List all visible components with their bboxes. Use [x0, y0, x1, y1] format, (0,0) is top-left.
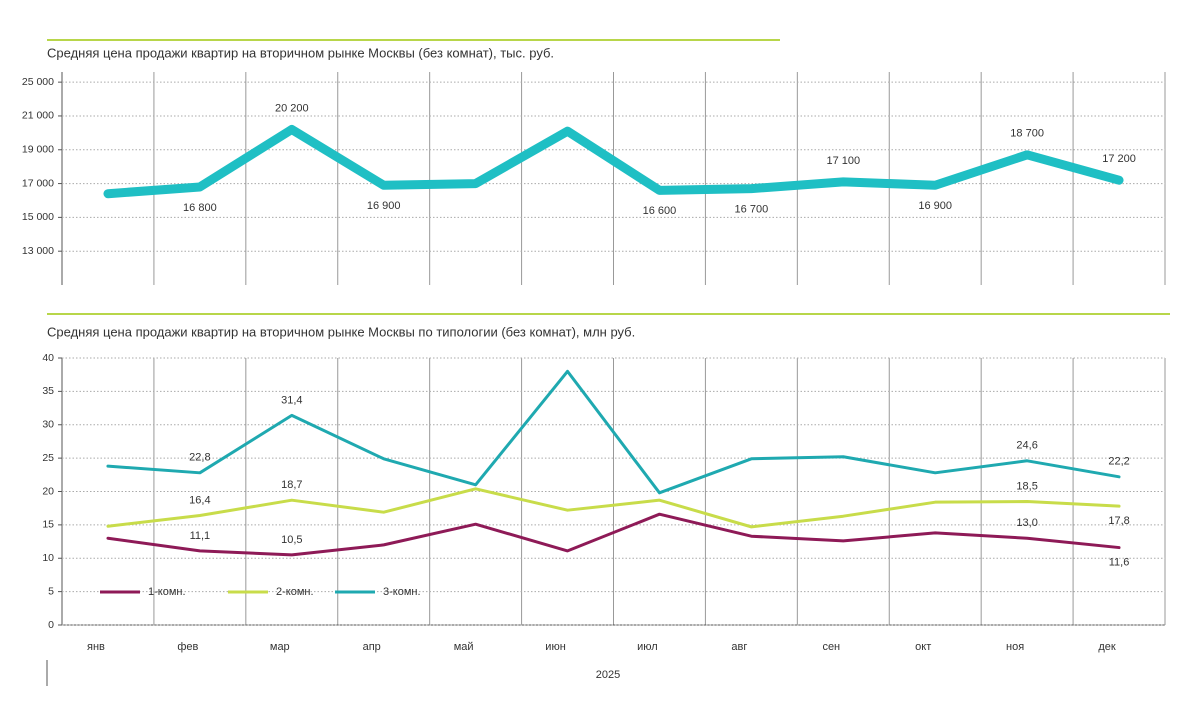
data-label: 17 200	[1102, 153, 1136, 165]
x-tick-label: апр	[363, 641, 381, 653]
data-label: 22,2	[1108, 456, 1129, 468]
data-label: 13,0	[1016, 517, 1037, 529]
y-tick-label: 25	[42, 452, 54, 464]
chart-title: Средняя цена продажи квартир на вторично…	[47, 324, 635, 339]
x-tick-label: окт	[915, 641, 931, 653]
y-tick-label: 0	[48, 619, 54, 631]
y-tick-label: 17 000	[22, 177, 54, 189]
data-label: 16 900	[367, 200, 401, 212]
x-tick-label: мар	[270, 641, 290, 653]
data-label: 22,8	[189, 452, 210, 464]
y-tick-label: 15 000	[22, 211, 54, 223]
x-axis-label: 2025	[596, 669, 620, 681]
y-tick-label: 13 000	[22, 245, 54, 257]
y-tick-label: 40	[42, 352, 54, 364]
x-tick-label: июл	[637, 641, 658, 653]
data-label: 11,1	[190, 530, 211, 542]
data-label: 18 700	[1010, 128, 1044, 140]
legend-label: 3-комн.	[383, 586, 421, 598]
y-tick-label: 20	[42, 485, 54, 497]
series-line	[103, 124, 1124, 199]
y-tick-label: 15	[42, 519, 54, 531]
y-tick-label: 25 000	[22, 76, 54, 88]
x-tick-label: июн	[545, 641, 565, 653]
data-label: 20 200	[275, 102, 309, 114]
y-tick-label: 19 000	[22, 144, 54, 156]
data-label: 11,6	[1109, 556, 1130, 568]
y-tick-label: 21 000	[22, 110, 54, 122]
data-label: 16 600	[643, 205, 677, 217]
legend-label: 1-комн.	[148, 586, 186, 598]
legend-label: 2-комн.	[276, 586, 314, 598]
data-label: 16,4	[189, 494, 210, 506]
y-tick-label: 10	[42, 552, 54, 564]
data-label: 18,5	[1016, 480, 1037, 492]
data-label: 10,5	[281, 534, 302, 546]
data-label: 16 800	[183, 202, 217, 214]
x-tick-label: дек	[1098, 641, 1116, 653]
data-label: 24,6	[1016, 440, 1037, 452]
y-tick-label: 35	[42, 385, 54, 397]
x-tick-label: фев	[177, 641, 198, 653]
data-label: 16 900	[918, 200, 952, 212]
x-tick-label: ноя	[1006, 641, 1024, 653]
data-label: 31,4	[281, 394, 302, 406]
data-label: 17 100	[826, 155, 860, 167]
data-label: 18,7	[281, 479, 302, 491]
y-tick-label: 30	[42, 419, 54, 431]
chart-title: Средняя цена продажи квартир на вторично…	[47, 45, 554, 60]
y-tick-label: 5	[48, 585, 54, 597]
x-tick-label: янв	[87, 641, 105, 653]
series-line	[106, 487, 1121, 529]
series-line	[106, 512, 1121, 557]
x-tick-label: май	[454, 641, 474, 653]
data-label: 17,8	[1108, 515, 1129, 527]
data-label: 16 700	[735, 204, 769, 216]
series-line	[106, 369, 1121, 495]
x-tick-label: авг	[731, 641, 747, 653]
x-tick-label: сен	[822, 641, 840, 653]
